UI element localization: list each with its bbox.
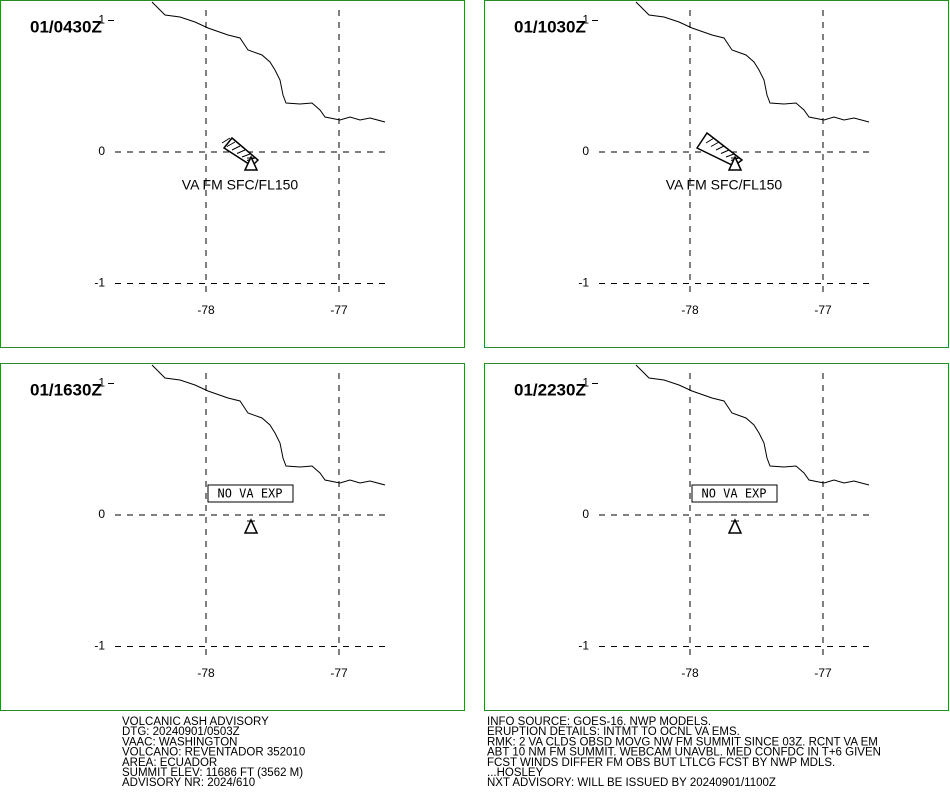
ash-hatch [226,141,236,147]
lat-label: -1 [578,639,589,653]
panel-border [0,363,465,711]
lat-label: 1 [582,376,589,390]
advisory-line: VAAC: WASHINGTON [122,736,237,748]
advisory-line: ...HOSLEY [487,767,544,779]
lon-label: -77 [330,303,348,317]
valid-time: 01/1630Z [30,380,102,399]
lon-label: -78 [681,303,699,317]
lat-label: -1 [94,276,105,290]
advisory-line: DTG: 20240901/0503Z [122,726,240,738]
lat-label: 0 [98,144,105,158]
ash-hatch [705,137,715,144]
lat-label: 1 [98,376,105,390]
no-ash-label: NO VA EXP [217,487,282,501]
ash-hatch [231,145,241,151]
map-panel: 1 0 -1 -78 -77 01/0430Z VA FM SFC/FL150 [0,0,465,348]
lat-label: 1 [582,13,589,27]
lon-label: -78 [681,666,699,680]
lon-label: -78 [197,666,215,680]
coastline [151,364,386,486]
volcano-symbol [243,155,259,171]
advisory-line: ADVISORY NR: 2024/610 [122,777,255,789]
valid-time: 01/1030Z [514,17,586,36]
advisory-line: ERUPTION DETAILS: INTMT TO OCNL VA EMS. [487,726,740,738]
label-box [207,484,294,503]
ash-hatch [720,149,730,154]
advisory-line: ABT 10 NM FM SUMMIT. WEBCAM UNAVBL. MED … [487,747,881,759]
advisory-line: VOLCANIC ASH ADVISORY [122,716,269,728]
ash-label: VA FM SFC/FL150 [666,177,783,193]
label-box [691,484,778,503]
lat-label: 1 [98,13,105,27]
advisory-line: RMK: 2 VA CLDS OBSD MOVG NW FM SUMMIT SI… [487,736,878,748]
coastline [635,1,870,123]
volcano-symbol [243,518,259,534]
lat-label: 0 [582,144,589,158]
volcano-symbol [727,155,743,171]
advisory-line: SUMMIT ELEV: 11686 FT (3562 M) [122,767,303,779]
no-ash-label: NO VA EXP [701,487,766,501]
panel-border [484,363,949,711]
map-panel: 1 0 -1 -78 -77 01/1630Z NO VA EXP [0,363,465,711]
lat-label: 0 [98,507,105,521]
lon-label: -77 [330,666,348,680]
volcano-symbol [727,518,743,534]
lat-label: -1 [578,276,589,290]
ash-label: VA FM SFC/FL150 [182,177,299,193]
ash-hatch [710,141,720,147]
ash-hatch [725,153,735,158]
coastline [635,364,870,486]
advisory-line: FCST WINDS DIFFER FM OBS BUT LTLCG FCST … [487,757,835,769]
lat-label: -1 [94,639,105,653]
lon-label: -77 [814,303,832,317]
valid-time: 01/2230Z [514,380,586,399]
advisory-line: NXT ADVISORY: WILL BE ISSUED BY 20240901… [487,777,776,789]
map-panel: 1 0 -1 -78 -77 01/1030Z VA FM SFC/FL150 [484,0,949,348]
map-panel: 1 0 -1 -78 -77 01/2230Z NO VA EXP [484,363,949,711]
advisory-line: INFO SOURCE: GOES-16. NWP MODELS. [487,716,711,728]
coastline [151,1,386,123]
panel-border [0,0,465,348]
ash-hatch [715,145,725,151]
ash-hatch [241,153,251,158]
advisory-line: AREA: ECUADOR [122,757,217,769]
ash-hatch [221,137,231,144]
lon-label: -78 [197,303,215,317]
lon-label: -77 [814,666,832,680]
lat-label: 0 [582,507,589,521]
ash-hatch [236,149,246,154]
valid-time: 01/0430Z [30,17,102,36]
panel-border [484,0,949,348]
advisory-line: VOLCANO: REVENTADOR 352010 [122,747,305,759]
